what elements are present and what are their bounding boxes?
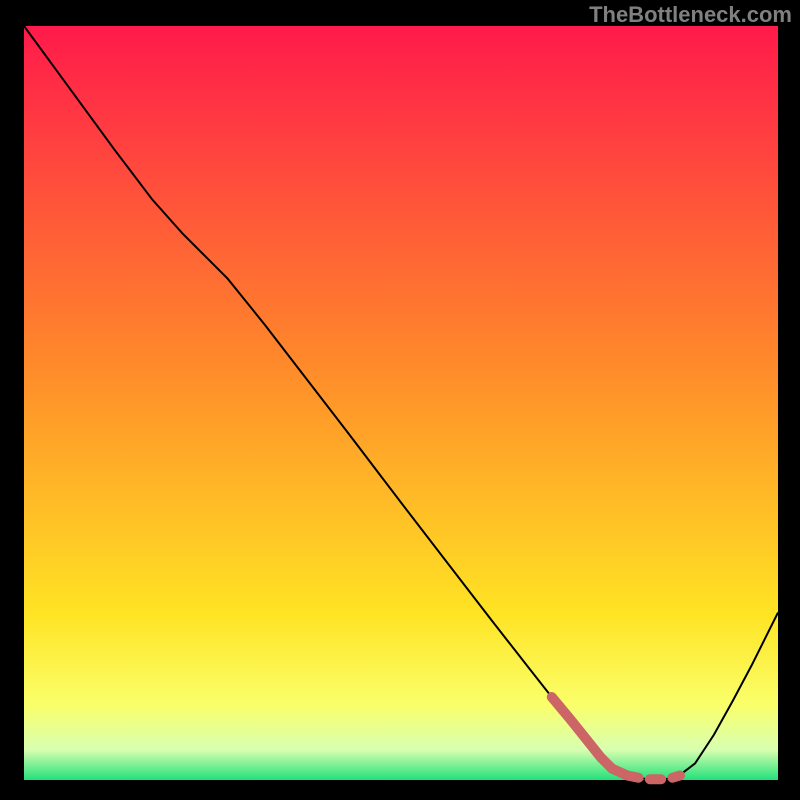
watermark-text: TheBottleneck.com [589,2,792,28]
valley-marker-segment-2 [672,775,680,777]
chart-svg [0,0,800,800]
chart-container: TheBottleneck.com [0,0,800,800]
bottleneck-curve [24,26,778,780]
valley-marker-segment-0 [552,697,639,778]
